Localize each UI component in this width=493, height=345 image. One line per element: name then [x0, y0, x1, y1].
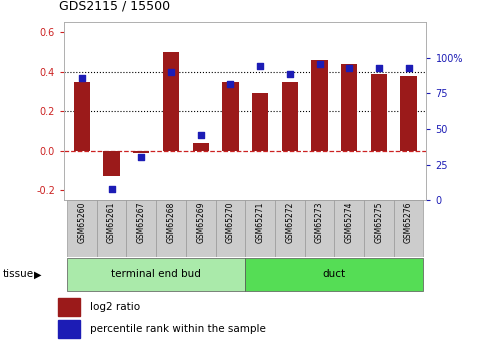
Text: GSM65274: GSM65274 — [345, 202, 353, 243]
Bar — [400, 76, 417, 151]
Bar — [275, 200, 305, 257]
Bar — [163, 52, 179, 151]
Point — [107, 186, 115, 191]
Text: GDS2115 / 15500: GDS2115 / 15500 — [59, 0, 170, 12]
Bar — [133, 151, 149, 153]
Point — [405, 65, 413, 71]
Text: log2 ratio: log2 ratio — [90, 302, 140, 312]
Text: GSM65268: GSM65268 — [167, 202, 176, 243]
Text: GSM65272: GSM65272 — [285, 202, 294, 243]
Bar — [186, 200, 215, 257]
Point — [375, 65, 383, 71]
Bar — [334, 200, 364, 257]
Point — [256, 64, 264, 69]
Bar — [58, 298, 80, 316]
Bar — [394, 200, 423, 257]
Bar — [193, 143, 209, 151]
Bar — [156, 200, 186, 257]
Bar — [282, 82, 298, 151]
Text: tissue: tissue — [2, 269, 34, 279]
Bar — [364, 200, 394, 257]
Bar — [305, 200, 334, 257]
Bar — [67, 200, 97, 257]
Text: percentile rank within the sample: percentile rank within the sample — [90, 324, 265, 334]
Bar — [252, 93, 268, 151]
Bar — [58, 320, 80, 338]
Text: GSM65270: GSM65270 — [226, 202, 235, 243]
Text: GSM65275: GSM65275 — [374, 202, 384, 243]
Bar — [246, 258, 423, 291]
Text: duct: duct — [323, 269, 346, 279]
Text: GSM65273: GSM65273 — [315, 202, 324, 243]
Text: GSM65271: GSM65271 — [255, 202, 265, 243]
Text: GSM65269: GSM65269 — [196, 202, 205, 243]
Text: GSM65260: GSM65260 — [77, 202, 86, 243]
Point — [286, 71, 294, 76]
Text: ▶: ▶ — [34, 269, 41, 279]
Point — [138, 155, 145, 160]
Bar — [127, 200, 156, 257]
Bar — [74, 82, 90, 151]
Text: terminal end bud: terminal end bud — [111, 269, 201, 279]
Point — [167, 69, 175, 75]
Bar — [104, 151, 120, 176]
Bar — [222, 82, 239, 151]
Point — [316, 61, 323, 66]
Point — [197, 132, 205, 137]
Text: GSM65267: GSM65267 — [137, 202, 146, 243]
Point — [78, 75, 86, 81]
Bar — [341, 64, 357, 151]
Bar — [97, 200, 127, 257]
Point — [345, 65, 353, 71]
Bar — [67, 258, 246, 291]
Text: GSM65276: GSM65276 — [404, 202, 413, 243]
Point — [226, 81, 234, 86]
Bar — [215, 200, 246, 257]
Text: GSM65261: GSM65261 — [107, 202, 116, 243]
Bar — [246, 200, 275, 257]
Bar — [312, 60, 328, 151]
Bar — [371, 74, 387, 151]
